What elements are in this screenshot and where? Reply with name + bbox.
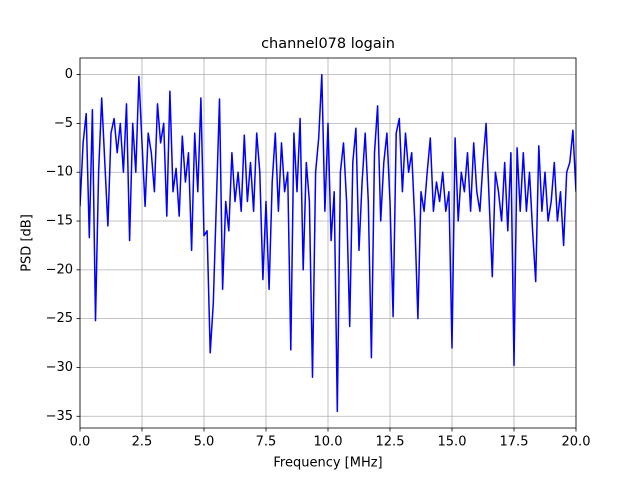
y-tick-label: −10 — [46, 165, 73, 180]
x-tick-label: 12.5 — [376, 435, 405, 450]
plot-frame — [79, 57, 577, 429]
x-tick-label: 15.0 — [438, 435, 467, 450]
x-tick-label: 7.5 — [256, 435, 277, 450]
y-axis-label: PSD [dB] — [20, 214, 35, 272]
x-tick-label: 20.0 — [562, 435, 591, 450]
y-tick-label: −35 — [46, 409, 73, 424]
x-tick-label: 10.0 — [314, 435, 343, 450]
y-tick-label: −20 — [46, 262, 73, 277]
data-line — [80, 73, 576, 413]
y-tick-label: −30 — [46, 360, 73, 375]
x-axis-label: Frequency [MHz] — [273, 456, 382, 471]
y-tick-label: 0 — [65, 67, 73, 82]
x-tick-label: 5.0 — [194, 435, 215, 450]
y-tick-label: −15 — [46, 214, 73, 229]
y-tick-label: −25 — [46, 311, 73, 326]
y-tick-label: −5 — [54, 116, 73, 131]
x-tick-label: 2.5 — [132, 435, 153, 450]
chart-title: channel078 logain — [261, 36, 395, 52]
x-tick-label: 17.5 — [500, 435, 529, 450]
x-tick-label: 0.0 — [70, 435, 91, 450]
